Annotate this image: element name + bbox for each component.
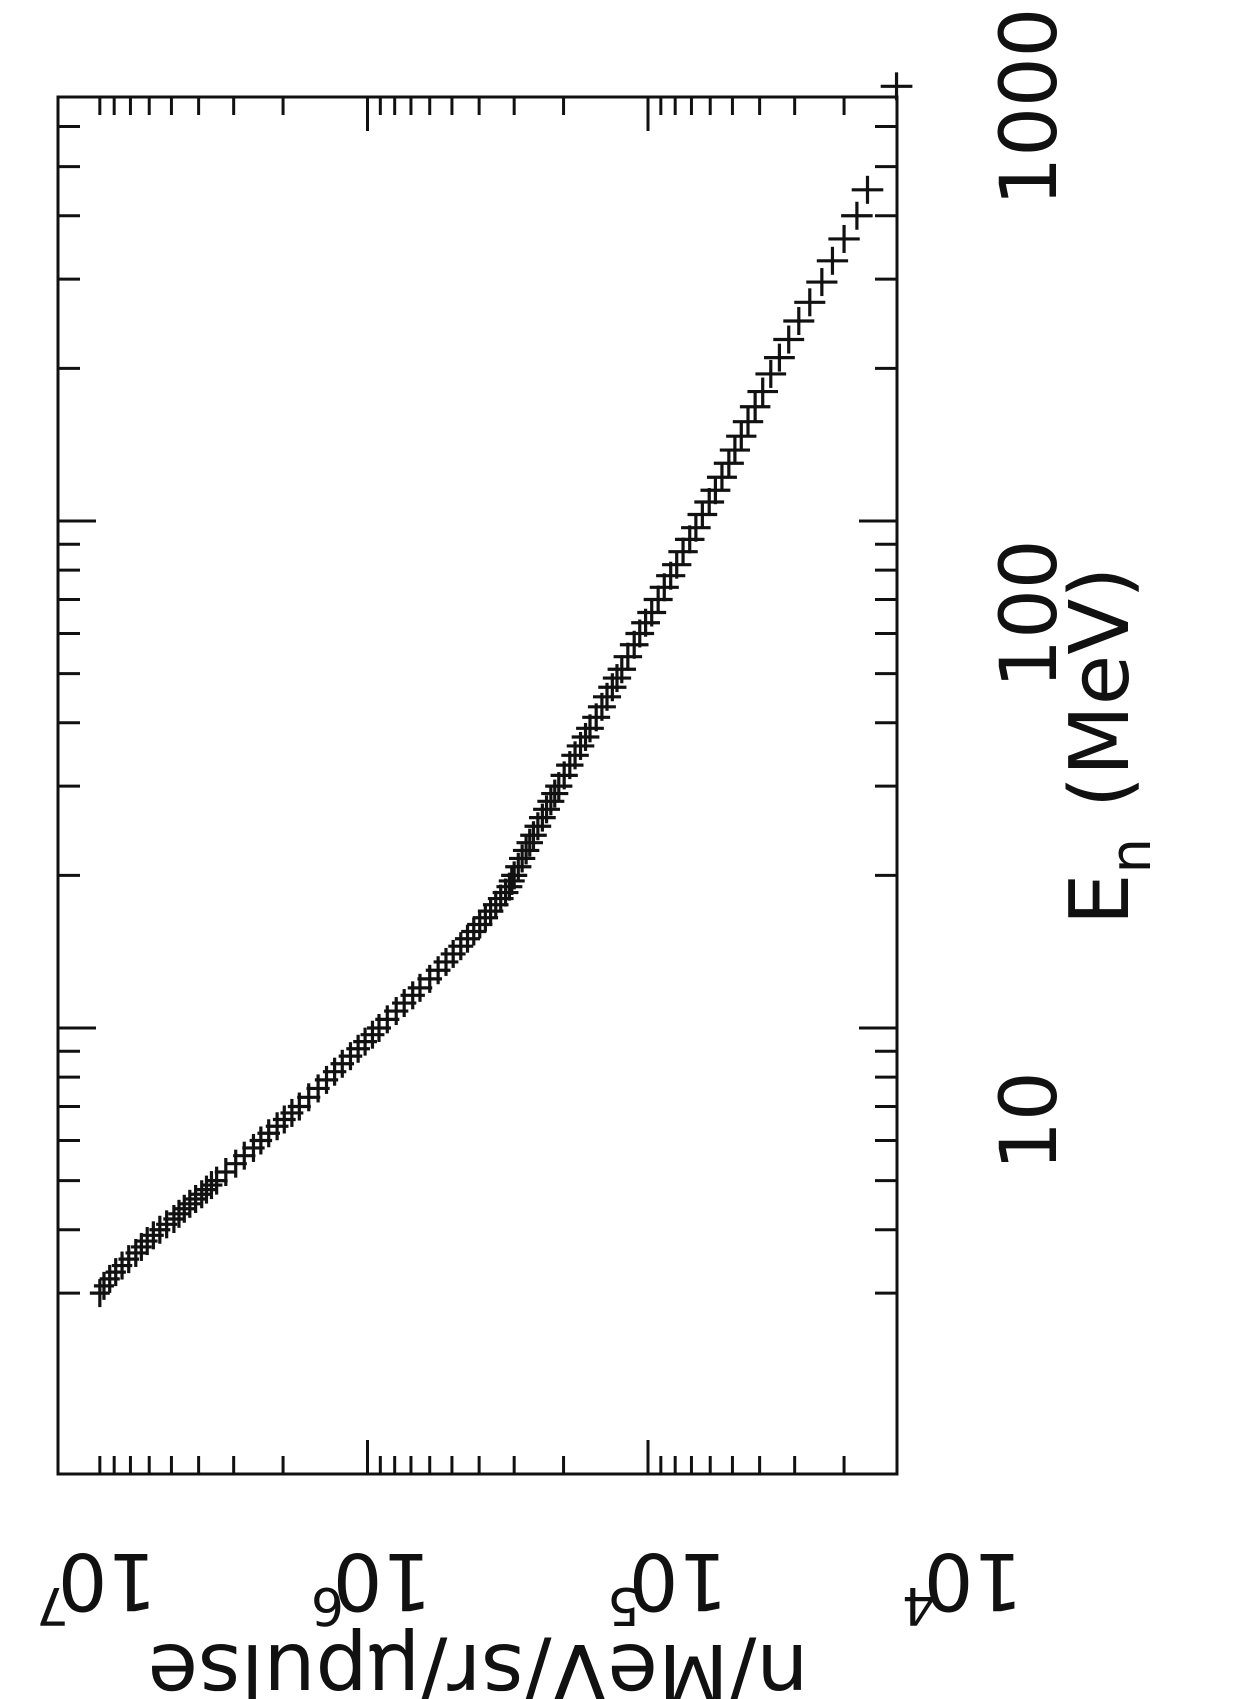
data-point — [674, 525, 705, 554]
y-tick-label-1e7-exponent: 7 — [36, 1575, 69, 1635]
y-tick-label-1e7-base: 10 — [58, 1535, 157, 1625]
data-point — [764, 343, 795, 372]
data-point — [454, 924, 481, 953]
y-tick-label-1e4-base: 10 — [924, 1535, 1023, 1625]
x-axis-label: En (MeV) — [1053, 567, 1164, 926]
data-point — [687, 500, 718, 529]
data-point — [607, 655, 636, 684]
data-point — [694, 488, 725, 517]
data-point — [516, 828, 543, 857]
data-point — [794, 288, 826, 317]
plot-frame — [56, 95, 899, 1476]
data-point — [681, 513, 711, 542]
y-tick-label-1e4-exponent: 4 — [902, 1575, 935, 1635]
data-point — [713, 449, 744, 478]
x-axis-ticks — [58, 124, 897, 1295]
y-tick-label-1e5-base: 10 — [629, 1535, 728, 1625]
data-point — [841, 201, 873, 230]
data-point — [726, 422, 757, 451]
data-point — [619, 630, 649, 659]
data-point — [448, 932, 474, 961]
data-points — [89, 72, 913, 1308]
data-point — [668, 537, 698, 566]
data-point — [662, 550, 692, 579]
x-axis-label-subscript: n — [1099, 838, 1164, 874]
data-point — [492, 878, 519, 907]
data-point — [747, 377, 779, 406]
y-axis-ticks — [98, 97, 846, 1474]
data-point — [537, 787, 565, 816]
data-point — [576, 714, 604, 743]
data-point — [643, 585, 673, 614]
data-point — [851, 175, 884, 204]
y-tick-label-1e6-exponent: 6 — [311, 1575, 344, 1635]
data-point — [700, 476, 731, 505]
svg-text:En(MeV): En (MeV) — [1053, 567, 1164, 926]
data-point — [783, 307, 815, 336]
data-point — [649, 573, 679, 602]
data-point — [732, 407, 764, 436]
x-tick-label-10: 10 — [985, 1071, 1075, 1170]
data-point — [496, 872, 523, 901]
data-point — [806, 268, 838, 297]
data-point — [816, 246, 849, 275]
y-tick-label-1e6-base: 10 — [333, 1535, 432, 1625]
data-point — [706, 463, 737, 492]
data-point — [200, 1171, 223, 1200]
data-point — [472, 903, 499, 932]
x-tick-label-1000: 1000 — [985, 8, 1075, 207]
data-point — [467, 910, 493, 939]
data-point — [880, 72, 913, 101]
data-point — [498, 866, 525, 895]
y-axis-label: n/MeV/sr/μpulse — [148, 1625, 809, 1699]
data-point — [512, 836, 540, 865]
data-point — [477, 897, 504, 926]
data-point — [755, 359, 787, 388]
data-point — [773, 325, 805, 354]
x-axis-label-unit: (MeV) — [1053, 567, 1148, 808]
x-axis-label-symbol: E — [1053, 873, 1148, 925]
data-point — [541, 779, 569, 808]
data-point — [613, 642, 643, 671]
data-point — [637, 598, 667, 627]
data-point — [739, 392, 771, 421]
data-point — [168, 1199, 190, 1228]
data-point — [656, 561, 686, 590]
y-tick-labels: 10 4 10 5 10 6 10 7 — [36, 1535, 1023, 1635]
data-point — [233, 1141, 256, 1170]
x-tick-labels: 10 100 1000 — [985, 8, 1075, 1171]
data-point — [461, 917, 487, 946]
data-point — [89, 1279, 110, 1308]
x-tick-label-100: 100 — [985, 540, 1075, 689]
data-point — [828, 224, 860, 253]
y-tick-label-1e5-exponent: 5 — [607, 1575, 640, 1635]
data-point — [719, 436, 750, 465]
